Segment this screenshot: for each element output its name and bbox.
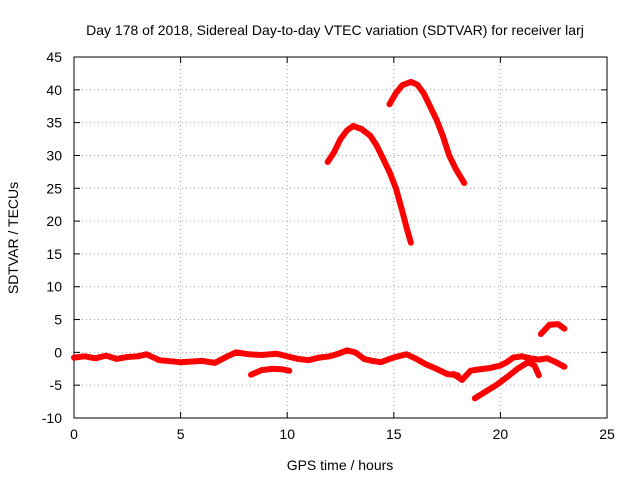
y-tick-label: 10 xyxy=(46,279,62,295)
y-tick-label: 5 xyxy=(54,312,62,328)
y-axis-label: SDTVAR / TECUs xyxy=(5,182,21,294)
y-tick-label: 0 xyxy=(54,344,62,360)
x-tick-label: 5 xyxy=(177,426,185,442)
series-track-5 xyxy=(537,321,568,337)
series-layer xyxy=(71,78,568,402)
y-tick-label: 20 xyxy=(46,213,62,229)
y-tick-label: 35 xyxy=(46,115,62,131)
y-tick-label: 40 xyxy=(46,82,62,98)
axis-ticks: 0 5 10 15 20 25 -10 -5 0 5 10 15 20 25 30 35 40 45 xyxy=(42,49,615,442)
y-tick-label: 15 xyxy=(46,246,62,262)
series-track-3 xyxy=(450,353,568,383)
plot-frame xyxy=(73,56,608,419)
grid xyxy=(74,57,607,418)
y-tick-label: -10 xyxy=(42,410,62,426)
x-tick-label: 10 xyxy=(279,426,295,442)
y-tick-label: -5 xyxy=(50,377,63,393)
y-tick-label: 45 xyxy=(46,49,62,65)
chart-title: Day 178 of 2018, Sidereal Day-to-day VTE… xyxy=(86,22,584,38)
x-tick-label: 20 xyxy=(493,426,509,442)
x-axis-label: GPS time / hours xyxy=(287,457,394,473)
x-tick-label: 25 xyxy=(599,426,615,442)
y-tick-label: 25 xyxy=(46,180,62,196)
x-tick-label: 15 xyxy=(386,426,402,442)
series-track-4 xyxy=(471,359,542,402)
series-track-7 xyxy=(386,78,468,186)
series-track-2 xyxy=(248,365,293,378)
series-track-6 xyxy=(324,122,414,246)
series-track-1 xyxy=(71,347,461,379)
x-tick-label: 0 xyxy=(70,426,78,442)
y-tick-label: 30 xyxy=(46,147,62,163)
